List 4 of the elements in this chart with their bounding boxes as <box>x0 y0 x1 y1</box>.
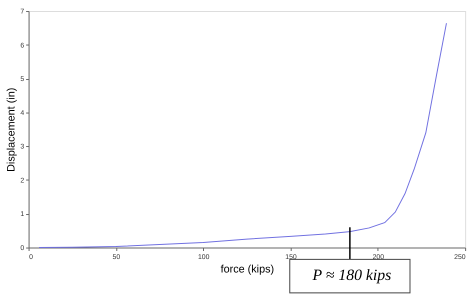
annotation: P ≈ 180 kips <box>311 267 392 284</box>
x-axis-title: force (kips) <box>220 264 274 276</box>
y-axis-title: Displacement (in) <box>5 88 18 172</box>
line-series <box>38 22 447 248</box>
